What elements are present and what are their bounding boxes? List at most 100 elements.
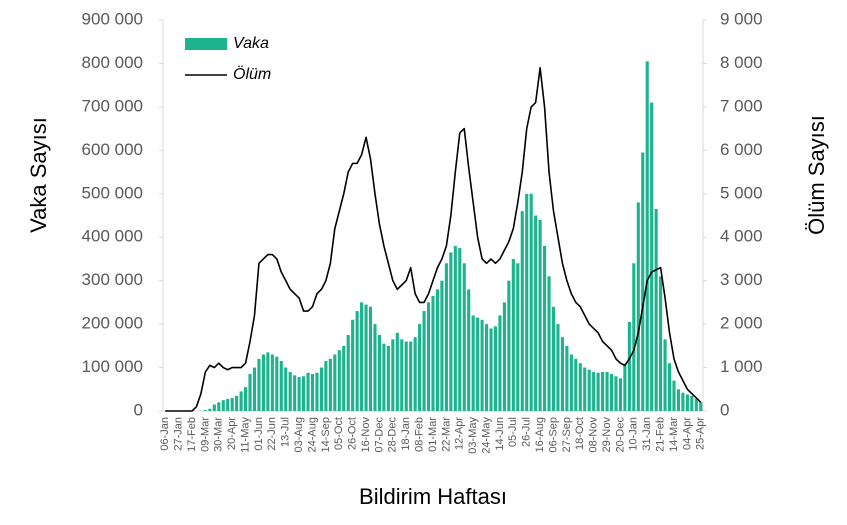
bar	[667, 363, 672, 411]
x-tick-label: 01-Mar	[427, 417, 439, 452]
bar	[449, 252, 453, 411]
y2-tick-label: 6 000	[720, 140, 763, 159]
x-tick-label: 16-Nov	[360, 417, 372, 453]
bar	[373, 324, 377, 411]
x-tick-label: 20-Dec	[614, 417, 626, 453]
bar	[694, 398, 698, 411]
y2-tick-label: 9 000	[720, 9, 763, 28]
bar	[230, 397, 234, 411]
x-tick-label: 26-Oct	[347, 417, 359, 450]
x-tick-label: 31-Jan	[641, 417, 653, 451]
bar	[471, 315, 475, 411]
y2-tick-label: 5 000	[720, 183, 763, 202]
bar	[627, 321, 631, 411]
bar	[409, 341, 413, 411]
bar	[663, 339, 667, 411]
bar	[235, 395, 239, 411]
bar	[699, 402, 703, 411]
y2-tick-label: 4 000	[720, 227, 763, 246]
x-tick-label: 29-Nov	[601, 417, 613, 453]
bar	[534, 215, 538, 411]
bar	[578, 363, 582, 411]
bar	[431, 295, 435, 411]
bar	[574, 358, 578, 411]
bar	[502, 302, 506, 411]
bar	[556, 324, 560, 411]
bar	[310, 374, 315, 411]
bar	[368, 306, 373, 411]
legend-label: Ölüm	[233, 65, 271, 83]
x-tick-label: 27-Sep	[561, 417, 573, 452]
bar	[569, 354, 573, 411]
bar	[257, 358, 261, 411]
x-tick-label: 07-Dec	[373, 417, 385, 453]
bar	[244, 387, 248, 411]
bar	[418, 324, 422, 411]
bar	[328, 358, 332, 411]
bar	[342, 345, 346, 411]
bar	[360, 302, 364, 411]
bar	[480, 319, 484, 411]
x-tick-label: 14-Mar	[668, 417, 680, 452]
bar	[324, 361, 328, 411]
x-tick-label: 05-Oct	[333, 417, 345, 450]
bar	[565, 345, 569, 411]
x-tick-label: 27-Jan	[173, 417, 185, 451]
bar	[507, 280, 511, 411]
bar	[382, 343, 386, 411]
bar	[547, 276, 551, 411]
bar	[614, 376, 618, 411]
x-tick-label: 08-Nov	[588, 417, 600, 453]
bar	[551, 306, 556, 411]
x-tick-label: 26-Jul	[521, 417, 533, 447]
bar	[212, 404, 216, 411]
bar	[453, 245, 457, 411]
y-tick-label: 200 000	[82, 314, 143, 333]
bar	[208, 408, 212, 411]
bar	[516, 263, 520, 411]
bar	[315, 372, 319, 411]
bar	[293, 375, 297, 411]
bar	[484, 324, 489, 411]
y2-axis-title: Ölüm Sayısı	[804, 115, 829, 235]
bar	[284, 367, 288, 411]
bar	[364, 304, 368, 411]
bar	[377, 334, 382, 411]
legend-label: Vaka	[233, 35, 269, 52]
bar	[426, 302, 431, 411]
x-tick-label: 14-Sep	[320, 417, 332, 452]
bar	[337, 350, 341, 411]
x-tick-label: 03-May	[467, 417, 479, 454]
y2-tick-label: 7 000	[720, 96, 763, 115]
x-tick-label: 06-Sep	[547, 417, 559, 452]
y-tick-label: 400 000	[82, 227, 143, 246]
bar	[319, 367, 323, 411]
x-tick-label: 08-Feb	[414, 417, 426, 452]
x-tick-label: 06-Jan	[159, 417, 171, 451]
bar	[413, 337, 417, 411]
bar	[239, 391, 243, 411]
x-tick-label: 16-Aug	[534, 417, 546, 452]
x-tick-label: 09-Mar	[199, 417, 211, 452]
bar	[596, 372, 600, 411]
bar	[395, 332, 399, 411]
y-tick-label: 300 000	[82, 270, 143, 289]
x-tick-label: 11-May	[239, 417, 251, 453]
x-tick-label: 25-Apr	[695, 417, 707, 450]
bar	[444, 263, 448, 411]
bar	[605, 371, 609, 411]
bar	[351, 319, 355, 411]
bar	[601, 371, 605, 411]
y-tick-label: 100 000	[82, 357, 143, 376]
bar	[641, 152, 645, 411]
bar	[538, 219, 542, 411]
bar	[302, 376, 306, 411]
x-tick-label: 22-Mar	[440, 417, 452, 452]
bar	[511, 258, 515, 411]
bar	[583, 367, 587, 411]
x-tick-label: 01-Jun	[253, 417, 265, 451]
y-tick-label: 800 000	[82, 53, 143, 72]
bar	[609, 374, 614, 411]
bar	[467, 289, 471, 411]
x-tick-label: 18-Oct	[574, 417, 586, 450]
